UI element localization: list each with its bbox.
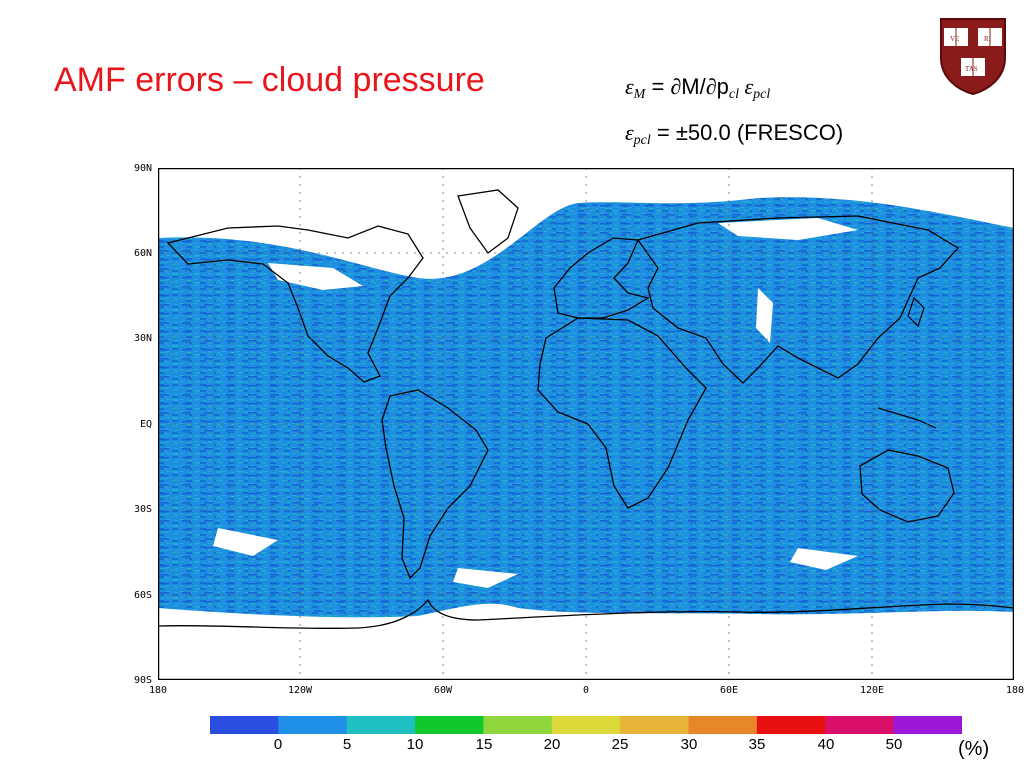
lat-label-30s: 30S bbox=[133, 504, 152, 515]
equation-error-pcl: εpcl = ±50.0 (FRESCO) bbox=[625, 120, 844, 148]
colorbar-swatch bbox=[756, 716, 826, 734]
colorbar-unit: (%) bbox=[958, 738, 990, 760]
colorbar-swatch bbox=[346, 716, 416, 734]
colorbar-swatch bbox=[893, 716, 962, 734]
harvard-shield-logo: VE RI TAS bbox=[940, 18, 1006, 96]
lat-label-90n: 90N bbox=[133, 163, 152, 174]
colorbar bbox=[210, 716, 962, 734]
svg-text:TAS: TAS bbox=[965, 65, 978, 73]
colorbar-swatch bbox=[415, 716, 485, 734]
colorbar-label-15: 15 bbox=[475, 736, 493, 753]
colorbar-swatch bbox=[620, 716, 690, 734]
lon-label-60w: 60W bbox=[433, 685, 453, 696]
world-map-amf-errors bbox=[158, 168, 1014, 680]
colorbar-label-50: 50 bbox=[885, 736, 903, 753]
colorbar-label-5: 5 bbox=[342, 736, 352, 753]
lat-label-60n: 60N bbox=[133, 248, 152, 259]
lat-label-30n: 30N bbox=[133, 333, 152, 344]
equation-error-m: εM = ∂M/∂pcl εpcl bbox=[625, 74, 771, 102]
colorbar-swatch bbox=[551, 716, 621, 734]
colorbar-swatch bbox=[278, 716, 348, 734]
lat-label-eq: EQ bbox=[139, 419, 152, 430]
colorbar-swatch bbox=[688, 716, 758, 734]
colorbar-label-25: 25 bbox=[611, 736, 629, 753]
colorbar-label-0: 0 bbox=[273, 736, 283, 753]
lon-label-60e: 60E bbox=[719, 685, 739, 696]
colorbar-label-35: 35 bbox=[748, 736, 766, 753]
svg-text:RI: RI bbox=[984, 35, 992, 43]
svg-text:VE: VE bbox=[950, 35, 959, 43]
colorbar-label-20: 20 bbox=[543, 736, 561, 753]
lon-label-120w: 120W bbox=[287, 685, 313, 696]
colorbar-label-10: 10 bbox=[406, 736, 424, 753]
colorbar-swatch bbox=[483, 716, 553, 734]
lat-label-60s: 60S bbox=[133, 590, 152, 601]
slide-title: AMF errors – cloud pressure bbox=[54, 61, 485, 99]
lon-label-0: 0 bbox=[582, 685, 590, 696]
colorbar-label-40: 40 bbox=[817, 736, 835, 753]
lon-label-180w: 180 bbox=[148, 685, 168, 696]
colorbar-swatch bbox=[210, 716, 279, 734]
colorbar-label-30: 30 bbox=[680, 736, 698, 753]
colorbar-swatch bbox=[825, 716, 895, 734]
lon-label-180e: 180 bbox=[1005, 685, 1024, 696]
lon-label-120e: 120E bbox=[859, 685, 885, 696]
lat-label-90s: 90S bbox=[133, 675, 152, 686]
